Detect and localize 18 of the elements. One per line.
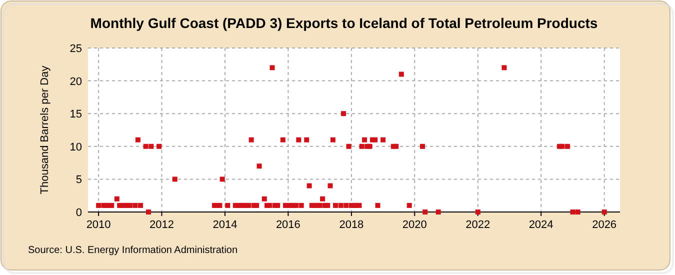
y-tick-label: 0 <box>76 207 82 219</box>
y-axis-title: Thousand Barrels per Day <box>39 65 51 194</box>
y-tick-label: 20 <box>70 76 82 88</box>
x-tick-label: 2010 <box>86 219 111 231</box>
chart-title: Monthly Gulf Coast (PADD 3) Exports to Iceland of Total Petroleum Products <box>90 15 598 31</box>
source-note: Source: U.S. Energy Information Administration <box>28 245 238 256</box>
x-tick-label: 2012 <box>149 219 174 231</box>
x-tick-label: 2022 <box>466 219 490 231</box>
x-tick-label: 2026 <box>592 219 617 231</box>
y-tick-label: 25 <box>70 43 82 55</box>
y-tick-label: 5 <box>76 174 82 186</box>
y-tick-label: 10 <box>70 141 82 154</box>
x-tick-label: 2018 <box>339 219 364 231</box>
x-tick-label: 2014 <box>212 219 238 231</box>
x-tick-label: 2016 <box>276 219 300 231</box>
x-tick-label: 2024 <box>528 219 554 231</box>
x-tick-label: 2020 <box>402 219 427 231</box>
y-tick-label: 15 <box>70 108 82 121</box>
